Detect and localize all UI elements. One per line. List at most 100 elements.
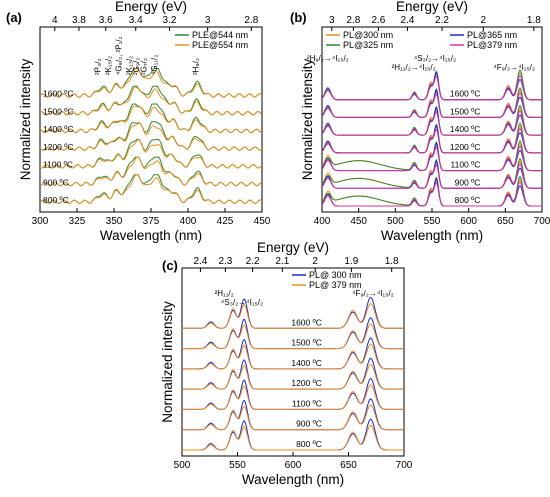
- series-line-ple-554-nm: [40, 68, 262, 98]
- legend-entry: PL@365 nm: [467, 30, 517, 40]
- series-line-pl-379-nm: [322, 92, 542, 118]
- series-line-pl-379-nm: [322, 74, 542, 101]
- x-tick-label: 550: [229, 460, 246, 471]
- series-line-ple-554-nm: [40, 174, 262, 204]
- top-axis-label: Energy (eV): [257, 240, 329, 255]
- x-tick-label: 600: [285, 460, 302, 471]
- series-line-pl-379-nm: [322, 163, 542, 189]
- transition-label: ²G₇/₂: [140, 58, 149, 75]
- transition-label: ⁴F₉/₂→⁴I₁₅/₂: [493, 63, 535, 72]
- x-tick-label: 325: [69, 216, 86, 227]
- x-tick-label: 450: [254, 216, 271, 227]
- series-line-pl-300-nm: [182, 418, 404, 451]
- temperature-label: 1500 ºC: [43, 106, 74, 116]
- x-tick-label: 375: [143, 216, 160, 227]
- top-tick-label: 1.9: [344, 256, 358, 267]
- x-tick-label: 500: [387, 216, 404, 227]
- x-axis-label: Wavelength (nm): [242, 472, 344, 487]
- x-tick-label: 700: [534, 216, 550, 227]
- top-tick-label: 1.8: [385, 256, 399, 267]
- x-tick-label: 600: [460, 216, 477, 227]
- transition-label: ⁴F₉/₂→⁴I₁₅/₂: [352, 289, 394, 298]
- top-tick-label: 4: [52, 15, 58, 26]
- top-tick-label: 1.8: [527, 15, 541, 26]
- top-tick-label: 2: [312, 256, 318, 267]
- temperature-label: 1500 ºC: [450, 106, 481, 116]
- x-tick-label: 400: [180, 216, 197, 227]
- chart-panel-b: (b) 400 450 500 550 600 650 700 3 2.8 2.6 2.4 2.2 2 1.…: [290, 0, 550, 243]
- spectra: [322, 69, 542, 207]
- top-tick-label: 2.1: [275, 256, 289, 267]
- chart-panel-a: (a) 300 325 350 375 400 425 450 4 3.8 3.6 3.4 3.2 3 2.…: [6, 0, 271, 243]
- panel-label: (c): [162, 258, 178, 273]
- temperature-label: 800 ºC: [296, 439, 322, 449]
- top-tick-label: 2.8: [346, 15, 360, 26]
- temperature-label: 1200 ºC: [43, 142, 74, 152]
- top-tick-label: 2: [481, 15, 487, 26]
- top-tick-label: 3.2: [163, 15, 177, 26]
- series-line-pl-379-nm: [182, 363, 404, 390]
- y-axis-label: Normalized intensity: [18, 58, 33, 180]
- temperature-label: 800 ºC: [43, 195, 69, 205]
- top-tick-label: 2.6: [371, 15, 385, 26]
- legend-entry: PL@ 379 nm: [309, 280, 362, 290]
- top-tick-label: 3.4: [129, 15, 143, 26]
- x-tick-label: 550: [424, 216, 441, 227]
- series-line-pl-379-nm: [182, 343, 404, 370]
- transition-label: ⁴S₃/₂→⁴I₁₅/₂: [221, 298, 263, 307]
- temperature-label: 1200 ºC: [291, 378, 322, 388]
- x-tick-label: 425: [217, 216, 234, 227]
- temperature-label: 900 ºC: [43, 177, 69, 187]
- x-tick-label: 300: [32, 216, 49, 227]
- x-tick-label: 500: [174, 460, 191, 471]
- series-line-ple-554-nm: [40, 139, 262, 169]
- series-line-pl-379-nm: [322, 110, 542, 136]
- panel-label: (b): [290, 10, 307, 25]
- top-tick-label: 2.8: [244, 15, 258, 26]
- x-tick-label: 350: [106, 216, 123, 227]
- temperature-label: 1400 ºC: [291, 358, 322, 368]
- series-line-ple-554-nm: [40, 156, 262, 187]
- legend-entry: PL@ 300 nm: [309, 270, 362, 280]
- top-tick-label: 3: [329, 15, 335, 26]
- transition-label: ²K₁₅/₂: [104, 56, 113, 75]
- temperature-label: 1100 ºC: [451, 160, 481, 170]
- top-tick-label: 2.4: [193, 256, 207, 267]
- series-line-pl-379-nm: [182, 303, 404, 329]
- x-tick-label: 450: [350, 216, 367, 227]
- legend-entry: PL@379 nm: [467, 40, 517, 50]
- legend-entry: PLE@554 nm: [192, 40, 248, 50]
- transition-label: ²H₁₁/₂: [215, 289, 234, 298]
- top-tick-label: 2.2: [246, 256, 260, 267]
- series-line-pl-379-nm: [182, 424, 404, 451]
- temperature-label: 900 ºC: [296, 419, 322, 429]
- temperature-label: 1200 ºC: [450, 142, 481, 152]
- series-line-ple-554-nm: [40, 86, 262, 116]
- temperature-label: 900 ºC: [455, 177, 481, 187]
- series-line-pl-379-nm: [182, 384, 404, 410]
- x-axis-label: Wavelength (nm): [100, 228, 202, 243]
- series-line-ple-544-nm: [40, 174, 262, 204]
- series-line-pl-379-nm: [322, 181, 542, 207]
- panel-label: (a): [6, 10, 22, 25]
- series-line-pl-325-nm: [322, 157, 542, 189]
- series-line-pl-379-nm: [322, 127, 542, 154]
- transition-label: ²K₁₃/₂: [125, 56, 134, 75]
- series-line-pl-379-nm: [322, 145, 542, 172]
- transition-label: ⁴G₁₁/₂: [150, 55, 159, 75]
- temperature-label: 1500 ºC: [291, 338, 322, 348]
- temperature-label: 1100 ºC: [292, 398, 322, 408]
- x-tick-label: 400: [314, 216, 331, 227]
- temperature-label: 800 ºC: [455, 195, 481, 205]
- top-tick-label: 3.8: [72, 15, 86, 26]
- top-tick-label: 2.3: [218, 256, 232, 267]
- temperature-label: 1600 ºC: [43, 89, 74, 99]
- top-tick-label: 3.6: [99, 15, 113, 26]
- x-axis-label: Wavelength (nm): [381, 228, 483, 243]
- temperature-label: 1400 ºC: [450, 124, 481, 134]
- top-axis-label: Energy (eV): [396, 0, 468, 14]
